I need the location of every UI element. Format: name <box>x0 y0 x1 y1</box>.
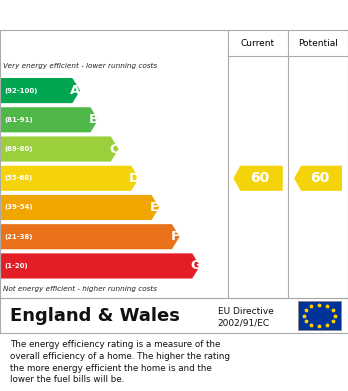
Text: The energy efficiency rating is a measure of the
overall efficiency of a home. T: The energy efficiency rating is a measur… <box>10 340 230 384</box>
Text: (39-54): (39-54) <box>5 204 33 210</box>
Text: 60: 60 <box>310 171 330 185</box>
Text: England & Wales: England & Wales <box>10 307 180 325</box>
Text: B: B <box>88 113 98 126</box>
Text: Very energy efficient - lower running costs: Very energy efficient - lower running co… <box>3 63 158 69</box>
Text: E: E <box>150 201 159 214</box>
Polygon shape <box>1 253 200 278</box>
Text: G: G <box>190 260 201 273</box>
Text: Energy Efficiency Rating: Energy Efficiency Rating <box>10 8 232 23</box>
Polygon shape <box>1 224 180 249</box>
Text: 60: 60 <box>251 171 270 185</box>
Text: Not energy efficient - higher running costs: Not energy efficient - higher running co… <box>3 286 158 292</box>
Polygon shape <box>1 78 80 103</box>
Text: (69-80): (69-80) <box>5 146 33 152</box>
Text: D: D <box>129 172 140 185</box>
Text: A: A <box>70 84 81 97</box>
Polygon shape <box>1 166 139 191</box>
Polygon shape <box>1 136 118 161</box>
Text: EU Directive: EU Directive <box>218 307 274 316</box>
Text: Potential: Potential <box>298 39 338 48</box>
Text: 2002/91/EC: 2002/91/EC <box>218 319 270 328</box>
Text: (92-100): (92-100) <box>5 88 38 93</box>
Text: F: F <box>171 230 180 243</box>
Text: Current: Current <box>241 39 275 48</box>
Polygon shape <box>294 166 342 191</box>
Polygon shape <box>234 166 283 191</box>
Text: (81-91): (81-91) <box>5 117 33 123</box>
Polygon shape <box>1 195 159 220</box>
Text: (55-68): (55-68) <box>5 175 33 181</box>
Text: (21-38): (21-38) <box>5 234 33 240</box>
Text: C: C <box>109 143 119 156</box>
Text: (1-20): (1-20) <box>5 263 28 269</box>
Polygon shape <box>1 107 98 133</box>
FancyBboxPatch shape <box>298 301 341 330</box>
